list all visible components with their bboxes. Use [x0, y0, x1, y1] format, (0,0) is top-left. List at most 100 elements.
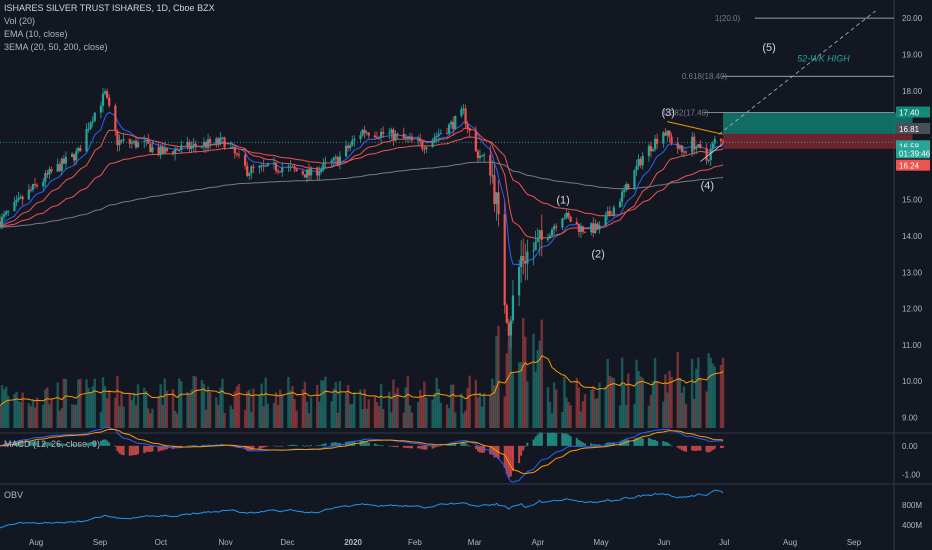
volume-bar	[379, 383, 383, 428]
volume-bar	[107, 390, 111, 428]
candle	[221, 137, 224, 139]
macd-bar	[330, 442, 333, 446]
volume-bar	[79, 378, 82, 428]
candle	[497, 192, 500, 215]
price-tick-label: 9.00	[902, 413, 918, 422]
macd-bar	[481, 445, 484, 453]
candle	[87, 128, 90, 130]
volume-bar	[367, 399, 370, 428]
indicator-ema[interactable]: EMA (10, close)	[4, 29, 68, 39]
volume-bar	[324, 376, 327, 428]
price-label-box	[896, 159, 930, 171]
candle	[161, 146, 164, 154]
macd-bar	[320, 444, 323, 446]
volume-bar	[316, 384, 319, 428]
candle	[534, 241, 537, 251]
obv-title[interactable]: OBV	[4, 490, 24, 500]
time-tick-label: Sep	[847, 538, 862, 547]
candle	[408, 137, 412, 139]
candle	[79, 148, 82, 152]
macd-bar	[641, 438, 644, 446]
candle	[540, 230, 543, 240]
macd-bar	[402, 445, 405, 448]
macd-bar	[518, 445, 521, 464]
candle	[29, 189, 32, 191]
volume-bar	[433, 392, 436, 428]
time-tick-label: Mar	[468, 538, 482, 547]
macd-bar	[229, 445, 232, 447]
macd-bar	[563, 433, 566, 446]
volume-bar	[281, 394, 284, 428]
macd-bar	[180, 445, 183, 447]
price-tick-label: 19.00	[902, 50, 923, 59]
macd-bar	[42, 442, 45, 446]
candle	[406, 137, 409, 139]
candle	[279, 171, 282, 173]
macd-bar	[404, 445, 407, 448]
candle	[262, 165, 265, 167]
macd-bar	[534, 436, 537, 446]
macd-bar	[691, 445, 694, 451]
time-tick-label: Aug	[29, 538, 43, 547]
volume-bar	[332, 388, 335, 428]
price-tick-label: 15.00	[902, 196, 923, 205]
indicator-vol[interactable]: Vol (20)	[4, 16, 36, 26]
volume-bar	[532, 333, 535, 428]
candle	[439, 133, 442, 135]
candle	[392, 129, 395, 141]
candle	[293, 166, 296, 169]
indicator-3ema[interactable]: 3EMA (20, 50, 200, close)	[4, 42, 108, 52]
volume-bar	[72, 404, 76, 428]
macd-bar	[437, 445, 440, 447]
candle	[363, 129, 366, 133]
volume-bar	[136, 384, 140, 428]
volume-bar	[567, 401, 570, 428]
macd-bar	[272, 445, 275, 447]
candle	[668, 130, 671, 137]
macd-bar	[122, 445, 125, 456]
candle	[71, 153, 74, 158]
volume-bar	[408, 405, 412, 428]
price-tick-label: 20.00	[902, 14, 923, 23]
volume-bar	[42, 404, 45, 428]
macd-bar	[408, 445, 411, 449]
candle	[336, 157, 339, 166]
volume-bar	[606, 359, 609, 428]
volume-bar	[637, 371, 640, 428]
volume-bar	[581, 401, 585, 428]
macd-bar	[303, 445, 306, 447]
candle	[563, 218, 566, 220]
candle	[42, 181, 45, 187]
macd-bar	[128, 445, 131, 456]
macd-bar	[277, 445, 280, 447]
macd-bar	[50, 442, 53, 446]
candle	[711, 143, 714, 149]
candle	[289, 166, 292, 168]
macd-bar	[324, 443, 327, 446]
macd-bar	[145, 445, 148, 453]
volume-bar	[161, 404, 164, 428]
macd-bar	[526, 442, 529, 446]
macd-bar	[380, 445, 383, 446]
candle	[204, 142, 208, 148]
candle	[596, 223, 599, 230]
macd-bar	[431, 445, 434, 449]
volume-bar	[237, 384, 241, 428]
time-tick-label: Sep	[93, 538, 108, 547]
volume-bar	[575, 377, 578, 428]
volume-bar	[235, 386, 239, 428]
candle	[277, 170, 280, 172]
candle	[719, 138, 723, 142]
volume-bar	[272, 403, 276, 428]
candle	[388, 132, 391, 134]
macd-bar	[707, 445, 710, 453]
macd-bar	[231, 445, 234, 447]
volume-bar	[546, 387, 550, 428]
macd-bar	[491, 445, 494, 455]
macd-bar	[275, 445, 278, 447]
macd-bar	[62, 443, 65, 446]
candle	[538, 230, 541, 239]
candle	[454, 115, 457, 130]
macd-title[interactable]: MACD (12, 26, close, 9)	[4, 439, 101, 449]
